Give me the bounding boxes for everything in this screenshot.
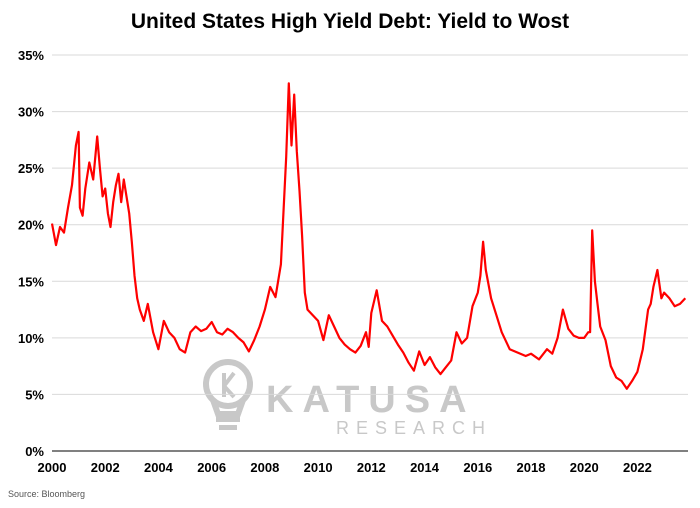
watermark-subtitle: RESEARCH xyxy=(336,418,492,438)
x-tick-label: 2010 xyxy=(304,460,333,475)
x-tick-label: 2022 xyxy=(623,460,652,475)
y-tick-label: 25% xyxy=(18,161,44,176)
y-tick-label: 0% xyxy=(25,444,44,459)
x-tick-label: 2000 xyxy=(38,460,67,475)
x-axis-tick-labels: 2000 2002 2004 2006 2008 2010 2012 2014 2016 2018… xyxy=(38,460,652,475)
x-tick-label: 2012 xyxy=(357,460,386,475)
y-tick-label: 10% xyxy=(18,331,44,346)
y-tick-label: 35% xyxy=(18,48,44,63)
watermark-brand: KATUSA xyxy=(266,379,476,421)
y-tick-label: 30% xyxy=(18,105,44,120)
chart-title: United States High Yield Debt: Yield to … xyxy=(130,10,570,33)
series-line xyxy=(50,82,687,390)
x-tick-label: 2006 xyxy=(197,460,226,475)
katusa-watermark: KATUSA RESEARCH xyxy=(203,359,492,438)
x-tick-label: 2002 xyxy=(91,460,120,475)
x-tick-label: 2018 xyxy=(517,460,546,475)
y-axis-tick-labels: 0% 5% 10% 15% 20% 25% 30% 35% xyxy=(18,48,44,459)
x-tick-label: 2014 xyxy=(410,460,440,475)
x-tick-label: 2004 xyxy=(144,460,174,475)
x-tick-label: 2020 xyxy=(570,460,599,475)
y-tick-label: 5% xyxy=(25,387,44,402)
y-tick-label: 15% xyxy=(18,274,44,289)
lightbulb-logo-icon xyxy=(203,359,253,430)
x-tick-label: 2008 xyxy=(250,460,279,475)
y-tick-label: 20% xyxy=(18,218,44,233)
x-tick-label: 2016 xyxy=(463,460,492,475)
source-note: Source: Bloomberg xyxy=(8,489,86,499)
